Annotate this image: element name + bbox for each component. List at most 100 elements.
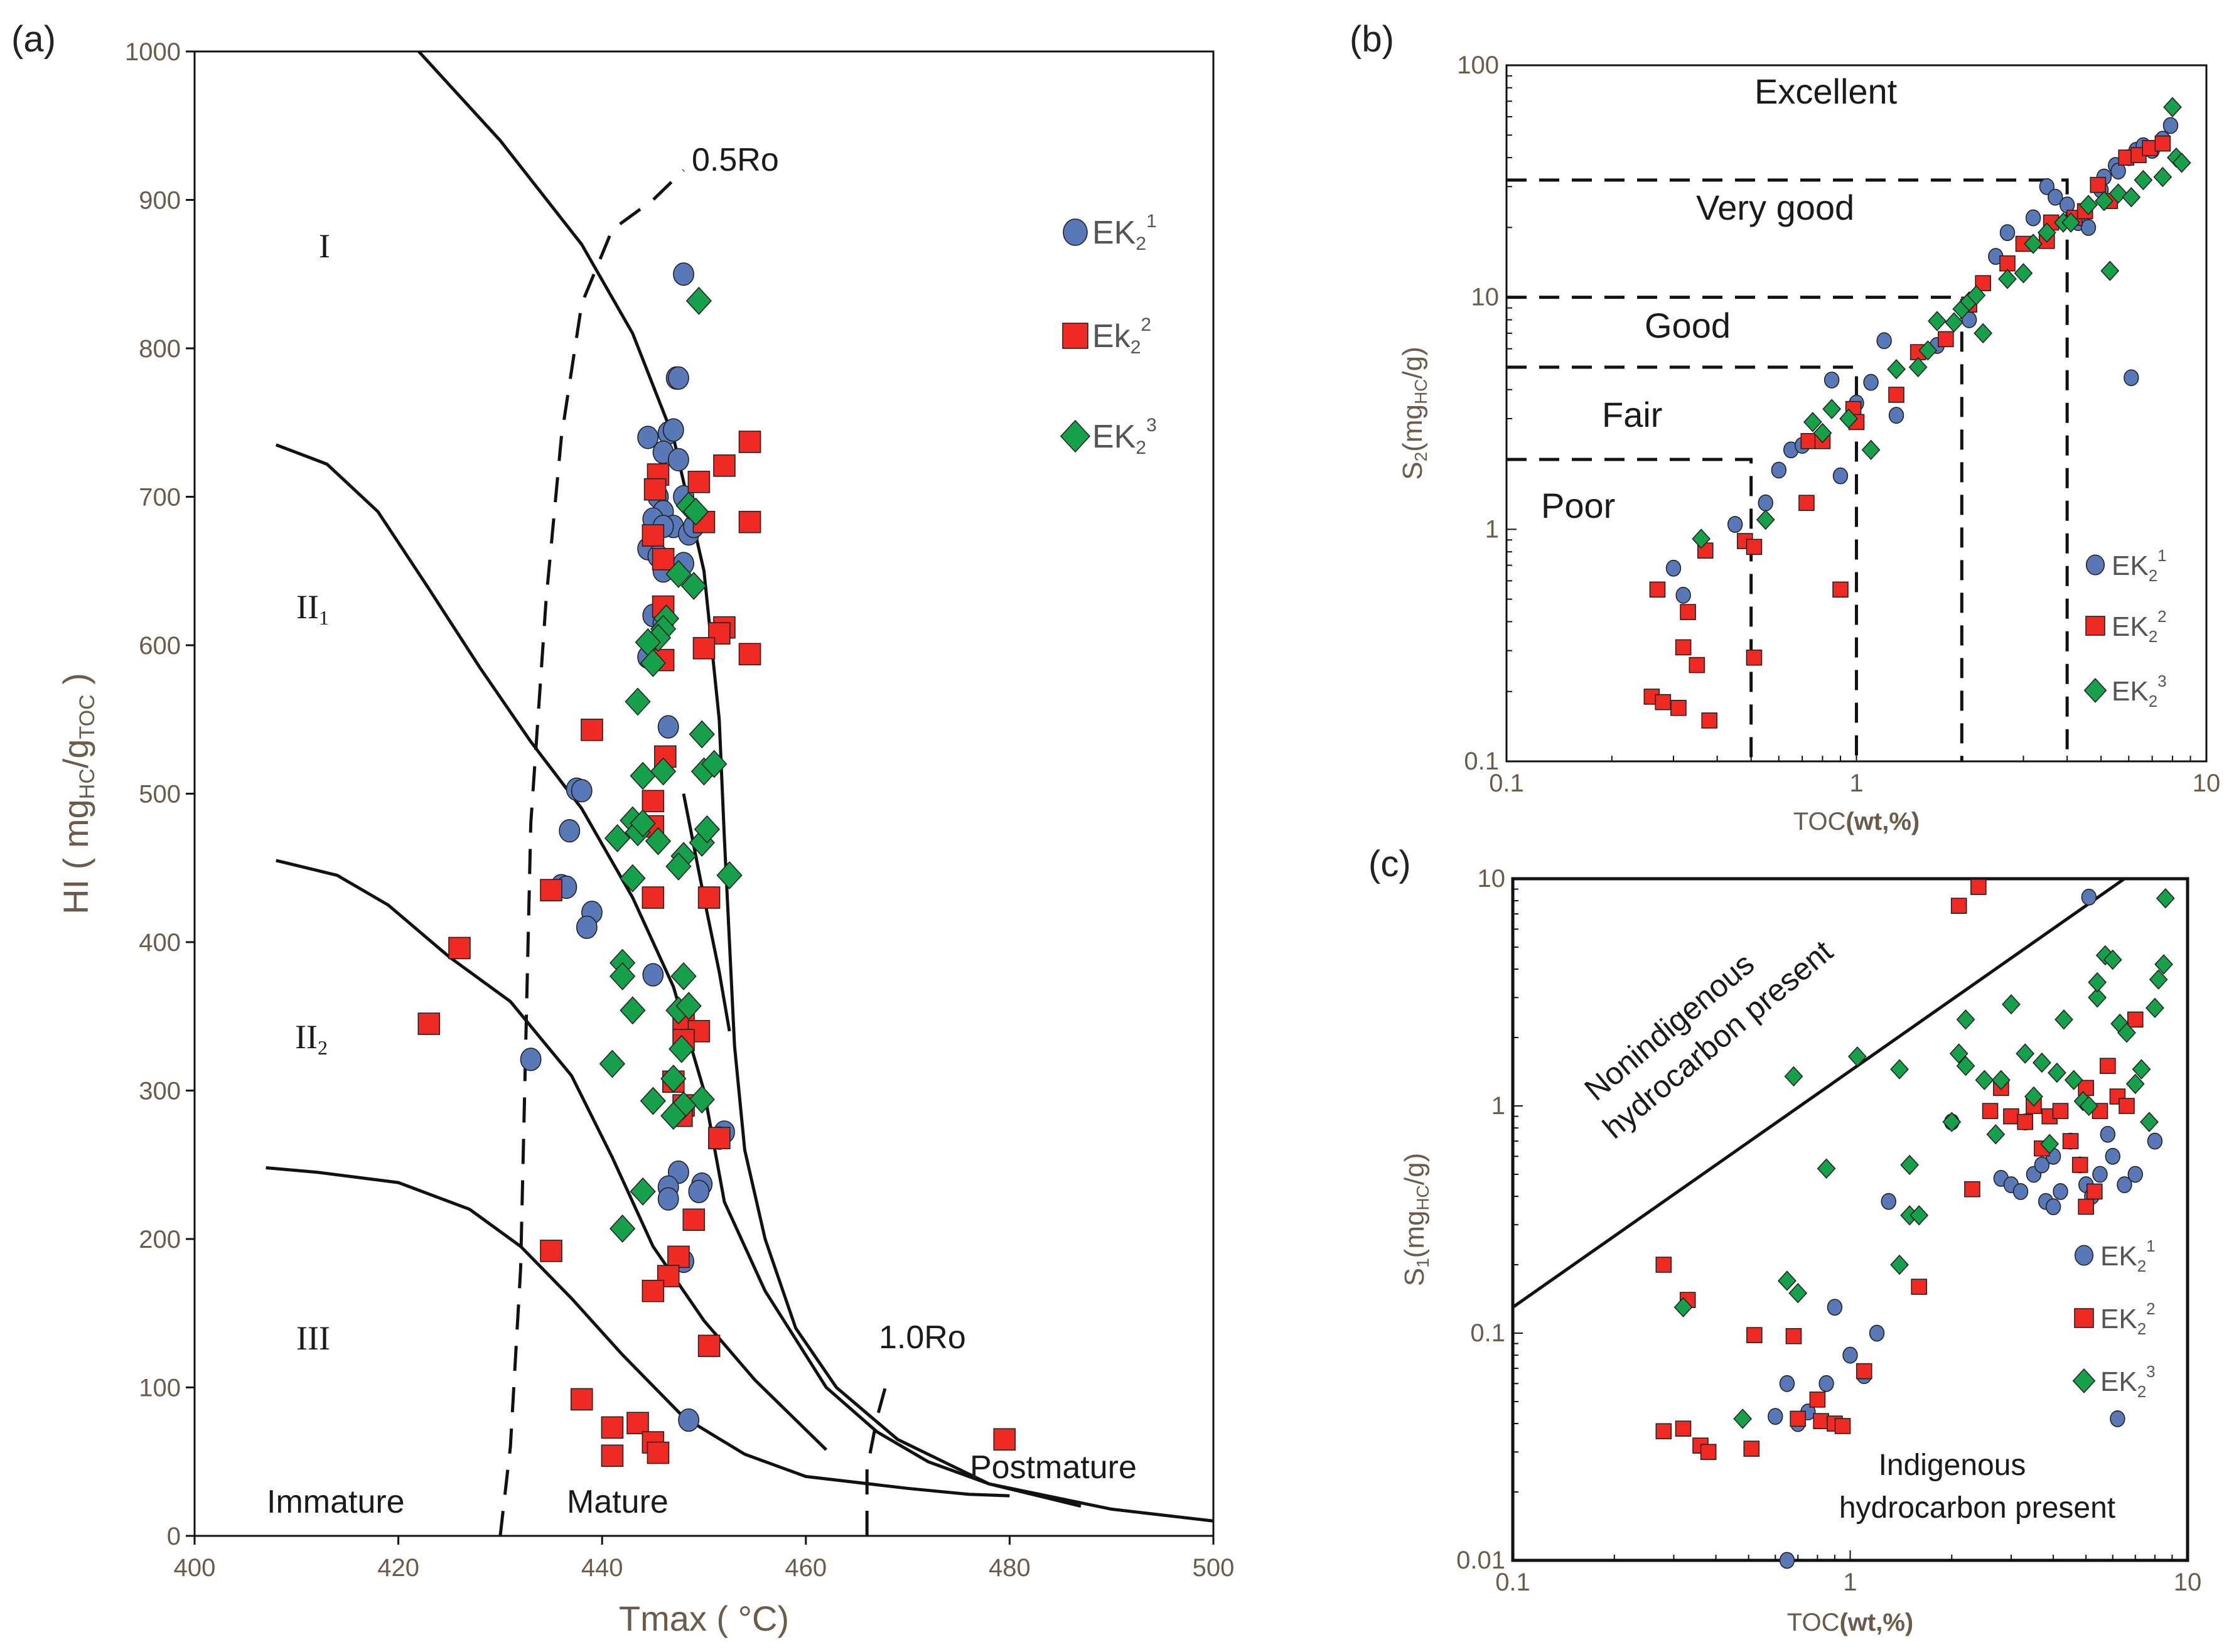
data-point-ek3 bbox=[1822, 399, 1842, 419]
series-c-ek3 bbox=[1673, 888, 2175, 1429]
data-point-ek2 bbox=[738, 431, 761, 453]
zone-mature-label: Mature bbox=[567, 1484, 669, 1520]
data-point-ek3 bbox=[670, 962, 697, 990]
x-tick-label-b: 10 bbox=[2193, 770, 2221, 797]
data-point-ek3 bbox=[2079, 1095, 2098, 1117]
data-point-ek3 bbox=[1733, 1408, 1753, 1429]
data-point-ek3 bbox=[630, 761, 656, 790]
data-point-ek1 bbox=[1779, 1375, 1795, 1392]
y-tick-label-a: 400 bbox=[139, 929, 181, 957]
data-point-ek2 bbox=[2078, 1198, 2094, 1215]
data-point-ek1 bbox=[1823, 372, 1840, 389]
data-point-ek1 bbox=[2105, 1147, 2120, 1165]
data-point-ek2 bbox=[2078, 1080, 2094, 1097]
data-point-ek3 bbox=[1887, 359, 1906, 380]
x-tick-label-c: 0.1 bbox=[1495, 1569, 1530, 1596]
data-point-ek2 bbox=[647, 1441, 670, 1464]
data-point-ek3 bbox=[645, 827, 672, 856]
x-tick-label-c: 1 bbox=[1843, 1569, 1857, 1596]
x-tick-label-c: 10 bbox=[2174, 1569, 2202, 1596]
data-point-ek3 bbox=[1956, 1056, 1975, 1076]
data-point-ek3 bbox=[1928, 311, 1947, 331]
data-point-ek3 bbox=[1784, 1066, 1803, 1087]
data-point-ek3 bbox=[1813, 422, 1832, 444]
ro-1.0-line bbox=[865, 1380, 889, 1536]
kerogen-boundary-line bbox=[276, 859, 828, 1451]
data-point-ek3 bbox=[669, 1034, 695, 1063]
y-tick-label-c: 0.1 bbox=[1470, 1319, 1505, 1347]
data-point-ek2 bbox=[1975, 275, 1991, 292]
zone-postmature-label: Postmature bbox=[970, 1449, 1137, 1486]
data-point-ek2 bbox=[1888, 387, 1904, 403]
data-point-ek2 bbox=[1800, 432, 1817, 449]
data-point-ek2 bbox=[601, 1416, 624, 1439]
kerogen-III-label: III bbox=[296, 1319, 330, 1357]
data-point-ek1 bbox=[576, 915, 598, 940]
data-point-ek3 bbox=[630, 1177, 656, 1206]
y-tick-label-a: 600 bbox=[139, 632, 181, 660]
data-point-ek1 bbox=[1827, 1299, 1843, 1316]
threshold-line-good bbox=[1507, 296, 1963, 761]
data-point-ek2 bbox=[642, 1279, 665, 1302]
data-point-ek3 bbox=[2024, 233, 2043, 254]
threshold-line-poor bbox=[1507, 458, 1753, 761]
data-point-ek3 bbox=[1975, 1070, 1994, 1090]
data-point-ek2 bbox=[1790, 1410, 1807, 1427]
legend-label-ek1: EK21 bbox=[2112, 546, 2167, 585]
legend-label-ek1: EK21 bbox=[1092, 211, 1157, 254]
data-point-ek3 bbox=[2108, 183, 2128, 204]
data-point-ek2 bbox=[540, 1240, 562, 1262]
x-tick-label-a: 460 bbox=[785, 1554, 827, 1582]
indigenous-divider-line bbox=[1512, 877, 2125, 1309]
data-point-ek1 bbox=[642, 963, 664, 987]
data-point-ek2 bbox=[570, 1388, 593, 1411]
panel-label-b: (b) bbox=[1350, 19, 1394, 60]
data-point-ek1 bbox=[667, 366, 689, 390]
data-point-ek3 bbox=[2153, 166, 2173, 188]
data-point-ek3 bbox=[685, 286, 712, 315]
x-tick-label-b: 0.1 bbox=[1489, 770, 1524, 797]
data-point-ek3 bbox=[1778, 1270, 1797, 1291]
class-poor-label: Poor bbox=[1541, 486, 1615, 525]
legend-marker-ek2 bbox=[2074, 1308, 2094, 1328]
legend-marker-ek2 bbox=[2085, 616, 2105, 636]
data-point-ek2 bbox=[2071, 1157, 2088, 1173]
y-tick-label-a: 800 bbox=[139, 335, 181, 363]
data-point-ek1 bbox=[2012, 1183, 2029, 1200]
data-point-ek3 bbox=[1692, 528, 1711, 549]
data-point-ek2 bbox=[1785, 1328, 1802, 1344]
data-point-ek3 bbox=[2172, 153, 2191, 173]
data-point-ek1 bbox=[571, 779, 593, 803]
data-point-ek3 bbox=[2024, 1086, 2043, 1107]
data-point-ek1 bbox=[1779, 1552, 1795, 1569]
data-point-ek1 bbox=[2147, 1132, 2163, 1150]
data-point-ek2 bbox=[1655, 1257, 1672, 1273]
data-point-ek3 bbox=[665, 560, 692, 588]
data-point-ek3 bbox=[620, 996, 646, 1025]
data-point-ek3 bbox=[1986, 1124, 2006, 1145]
data-point-ek1 bbox=[673, 262, 694, 286]
data-point-ek1 bbox=[2162, 117, 2179, 134]
data-point-ek2 bbox=[1746, 1327, 1763, 1343]
y-tick-label-a: 100 bbox=[139, 1375, 181, 1402]
data-point-ek2 bbox=[2052, 1103, 2069, 1119]
data-point-ek2 bbox=[642, 524, 665, 547]
data-point-ek3 bbox=[1756, 509, 1775, 530]
data-point-ek2 bbox=[1856, 1363, 1872, 1380]
data-point-ek2 bbox=[2003, 1108, 2019, 1125]
ro-0.5-label: 0.5Ro bbox=[692, 142, 779, 178]
x-axis-label-c: TOC(wt,%) bbox=[1787, 1609, 1913, 1636]
data-point-ek2 bbox=[2090, 176, 2107, 193]
data-point-ek2 bbox=[417, 1012, 441, 1035]
data-point-ek2 bbox=[2062, 1133, 2079, 1149]
data-point-ek1 bbox=[2081, 888, 2097, 906]
data-point-ek1 bbox=[657, 715, 679, 739]
data-point-ek3 bbox=[640, 648, 666, 677]
data-point-ek1 bbox=[637, 426, 659, 449]
data-point-ek3 bbox=[2047, 1062, 2066, 1083]
data-point-ek3 bbox=[1817, 1158, 1836, 1179]
data-point-ek2 bbox=[993, 1428, 1016, 1451]
data-point-ek3 bbox=[630, 809, 656, 838]
data-point-ek1 bbox=[1665, 559, 1682, 577]
data-point-ek1 bbox=[1863, 373, 1879, 391]
